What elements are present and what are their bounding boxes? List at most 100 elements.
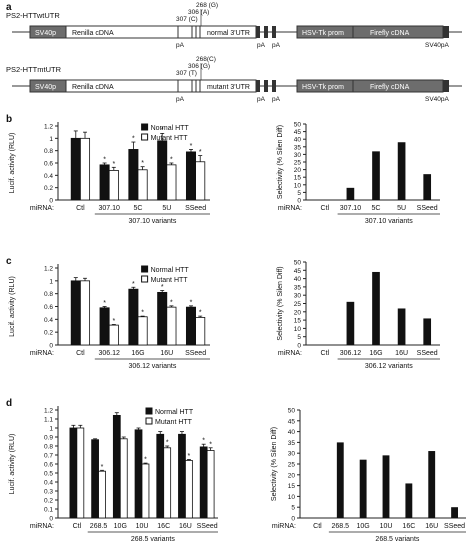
significance-mark: * — [170, 157, 173, 164]
y-tick-label: 0.6 — [44, 462, 53, 469]
bar-mutant — [206, 450, 215, 519]
bar-mutant — [98, 470, 106, 519]
significance-mark: * — [132, 281, 135, 288]
panel-label-a: a — [6, 2, 12, 13]
category-label: 16G — [369, 350, 382, 357]
significance-mark: * — [161, 284, 164, 291]
y-tick-label: 0.4 — [44, 480, 53, 487]
mirna-label: miRNA: — [30, 350, 54, 357]
category-label: 306.12 — [98, 350, 120, 357]
y-tick-label: 50 — [294, 260, 302, 267]
bar-normal — [185, 306, 197, 346]
y-tick-label: 0.6 — [44, 161, 53, 168]
site-label: 307 (C) — [176, 16, 198, 23]
y-tick-label: 0 — [49, 343, 53, 350]
segment-label: SV40p — [35, 30, 56, 37]
construct-title: PS2-HTTwtUTR — [6, 11, 60, 20]
y-tick-label: 20 — [288, 472, 296, 479]
category-label: 307.10 — [340, 205, 362, 212]
y-tick-label: 50 — [288, 408, 296, 415]
category-label: 268.5 — [332, 523, 350, 530]
segment-label: SV40p — [35, 84, 56, 91]
panel-label-c: c — [6, 256, 12, 267]
pa-block — [256, 26, 260, 38]
y-tick-label: 10 — [294, 182, 302, 189]
category-label: SSeed — [417, 205, 438, 212]
y-tick-label: 1.2 — [44, 124, 53, 131]
y-tick-label: 20 — [294, 309, 302, 316]
group-label: 307.10 variants — [128, 218, 176, 225]
y-tick-label: 25 — [294, 160, 302, 167]
segment-label: Firefly cDNA — [370, 84, 410, 91]
site-label: 306 (A) — [188, 9, 209, 16]
y-tick-label: 0.6 — [44, 304, 53, 311]
bar-normal — [70, 280, 81, 346]
category-label: Ctl — [73, 523, 82, 530]
pa-label: pA — [272, 42, 281, 49]
pa-label: pA — [257, 42, 266, 49]
pa-block — [256, 80, 260, 92]
y-tick-label: 40 — [294, 137, 302, 144]
y-tick-label: 35 — [294, 284, 302, 291]
group-label: 307.10 variants — [365, 218, 413, 225]
bar-normal — [178, 433, 186, 519]
group-label: 268.5 variants — [131, 536, 175, 543]
y-tick-label: 45 — [294, 129, 302, 136]
y-tick-label: 30 — [294, 152, 302, 159]
y-tick-label: 10 — [294, 326, 302, 333]
group-label: 306.12 variants — [128, 363, 176, 370]
legend-swatch-normal — [141, 123, 149, 131]
category-label: 16U — [395, 350, 408, 357]
y-tick-label: 15 — [288, 483, 296, 490]
sv40pa-block — [443, 80, 449, 92]
sel-ylabel: Selectivity (% Silen Diff) — [277, 266, 284, 340]
legend-swatch-mutant — [145, 417, 153, 425]
segment-label: mutant 3'UTR — [207, 84, 250, 91]
construct-title: PS2-HTTmtUTR — [6, 65, 62, 74]
y-tick-label: 1.2 — [44, 408, 53, 415]
significance-mark: * — [141, 160, 144, 167]
sel-ylabel: Selectivity (% Silen Diff) — [271, 427, 278, 501]
bar-selectivity — [346, 187, 355, 200]
legend-normal: Normal HTT — [155, 409, 194, 416]
bar-mutant — [166, 306, 177, 346]
category-label: Ctl — [321, 205, 330, 212]
significance-mark: * — [112, 318, 115, 325]
bar-selectivity — [397, 142, 406, 200]
bar-mutant — [137, 169, 148, 201]
bar-normal — [69, 427, 78, 519]
significance-mark: * — [161, 127, 164, 134]
bar-selectivity — [336, 442, 344, 518]
significance-mark: * — [199, 149, 202, 156]
segment-label: Firefly cDNA — [370, 30, 410, 37]
bar-selectivity — [423, 174, 432, 200]
bar-selectivity — [428, 451, 436, 518]
segment-label: HSV-Tk prom — [302, 30, 344, 37]
pa-block — [272, 26, 276, 38]
legend-swatch-mutant — [141, 133, 149, 141]
group-label: 268.5 variants — [375, 536, 419, 543]
legend-normal: Normal HTT — [151, 267, 190, 274]
legend-swatch-normal — [141, 265, 149, 273]
category-label: SSeed — [197, 523, 218, 530]
y-tick-label: 0.2 — [44, 330, 53, 337]
category-label: SSeed — [185, 350, 206, 357]
y-tick-label: 5 — [297, 334, 301, 341]
pa-block — [272, 80, 276, 92]
luc-ylabel: Lucif. activity (RLU) — [9, 133, 16, 194]
y-tick-label: 45 — [294, 268, 302, 275]
bar-mutant — [195, 317, 206, 346]
panel-label-b: b — [6, 114, 12, 125]
y-tick-label: 10 — [288, 494, 296, 501]
category-label: 16U — [179, 523, 192, 530]
bar-normal — [134, 429, 143, 519]
category-label: 306.12 — [340, 350, 362, 357]
luc-ylabel: Lucif. activity (RLU) — [9, 434, 16, 495]
y-tick-label: 25 — [294, 301, 302, 308]
bar-normal — [199, 446, 208, 519]
y-tick-label: 0.2 — [44, 185, 53, 192]
bar-normal — [157, 291, 168, 346]
significance-mark: * — [209, 441, 212, 448]
category-label: Ctl — [76, 205, 85, 212]
y-tick-label: 5 — [291, 505, 295, 512]
